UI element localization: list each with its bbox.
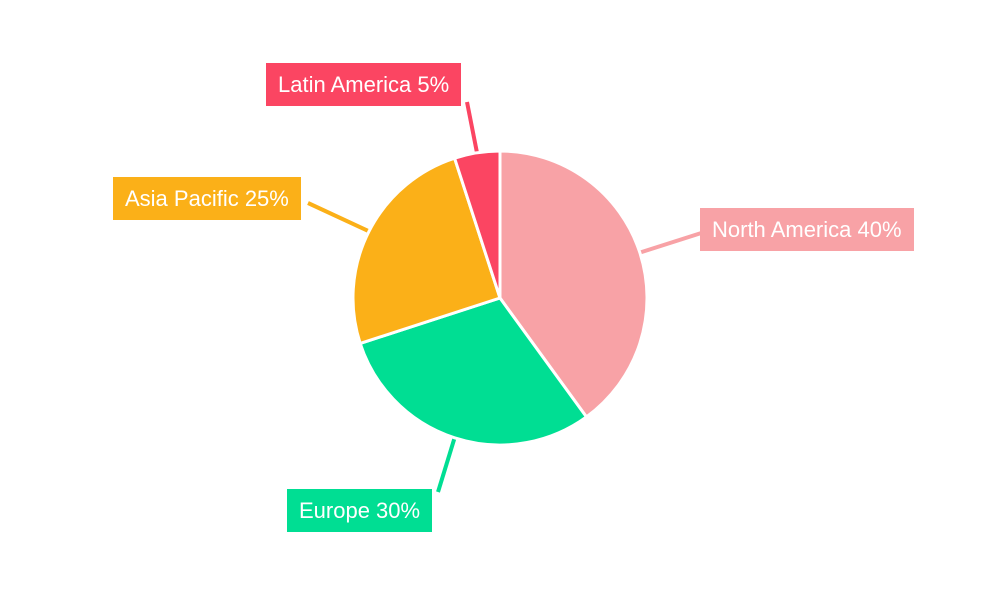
leader-line-latin-america	[465, 101, 479, 154]
label-text-latin-america: Latin America 5%	[278, 72, 450, 97]
label-text-asia-pacific: Asia Pacific 25%	[125, 186, 289, 211]
label-latin-america: Latin America 5%	[266, 63, 462, 106]
label-europe: Europe 30%	[287, 489, 433, 532]
label-north-america: North America 40%	[700, 208, 914, 251]
pie-slice-asia-pacific[interactable]	[351, 156, 502, 345]
pie-slice-europe[interactable]	[358, 296, 588, 447]
pie-slice-north-america[interactable]	[498, 149, 649, 419]
pie-slice-latin-america[interactable]	[453, 149, 502, 300]
label-text-north-america: North America 40%	[712, 217, 902, 242]
leader-line-europe	[436, 437, 457, 493]
label-text-europe: Europe 30%	[299, 498, 421, 523]
label-asia-pacific: Asia Pacific 25%	[113, 177, 301, 220]
leader-line-asia-pacific	[307, 201, 370, 234]
leader-line-north-america	[639, 229, 707, 255]
